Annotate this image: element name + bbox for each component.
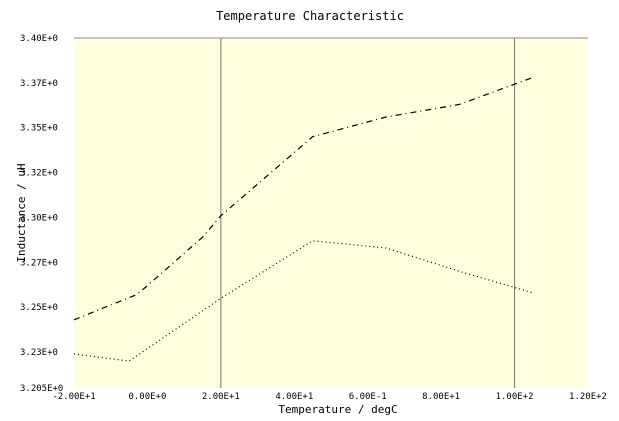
y-tick-label: 3.23E+0	[20, 348, 58, 358]
y-tick-label: 3.32E+0	[20, 169, 58, 179]
x-tick-label: 6.00E-1	[349, 392, 387, 402]
chart-title: Temperature Characteristic	[216, 9, 404, 23]
x-tick-label: 1.00E+2	[496, 392, 534, 402]
x-axis-label: Temperature / degC	[278, 403, 397, 416]
x-tick-labels: -2.00E+1 0.00E+0 2.00E+1 4.00E+1 6.00E-1 8.00…	[52, 392, 607, 402]
x-tick-label: -2.00E+1	[52, 392, 95, 402]
series-line-1	[73, 76, 534, 321]
gridlines	[74, 37, 588, 388]
series-lines	[73, 76, 534, 362]
plot-area	[74, 38, 588, 388]
x-tick-label: 2.00E+1	[202, 392, 240, 402]
y-tick-label: 3.40E+0	[20, 34, 58, 44]
y-tick-label: 3.30E+0	[20, 213, 58, 223]
x-tick-label: 8.00E+1	[422, 392, 460, 402]
x-tick-label: 0.00E+0	[128, 392, 166, 402]
y-axis-label: Inductance / uH	[15, 163, 28, 262]
y-tick-label: 3.205E+0	[20, 384, 63, 394]
y-tick-label: 3.25E+0	[20, 303, 58, 313]
y-tick-label: 3.37E+0	[20, 79, 58, 89]
x-tick-label: 1.20E+2	[569, 392, 607, 402]
y-tick-labels: 3.40E+0 3.37E+0 3.35E+0 3.32E+0 3.30E+0 3.27E…	[20, 34, 63, 394]
x-tick-label: 4.00E+1	[275, 392, 313, 402]
y-tick-label: 3.27E+0	[20, 258, 58, 268]
y-tick-label: 3.35E+0	[20, 124, 58, 134]
